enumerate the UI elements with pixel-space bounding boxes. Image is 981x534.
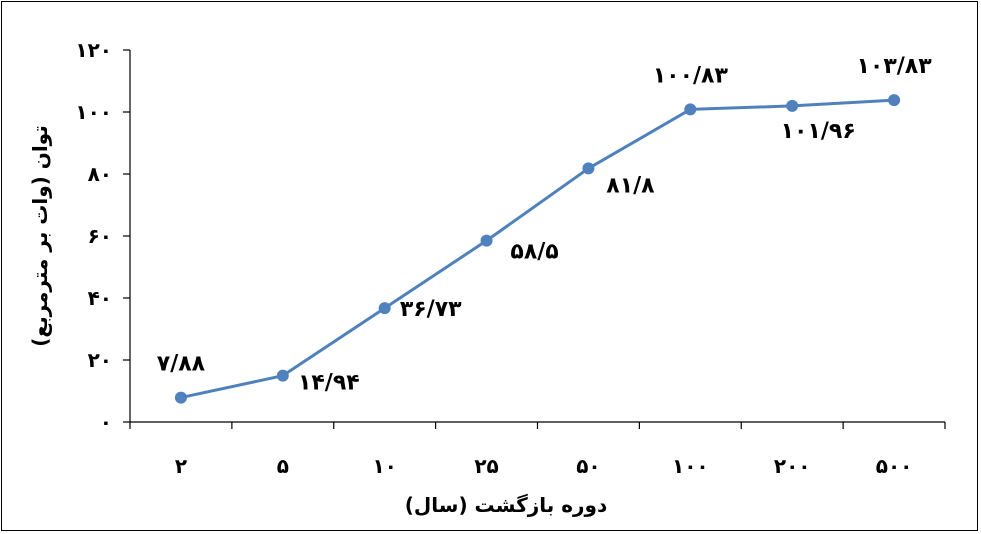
data-label: ۵۸/۵ — [510, 240, 558, 265]
x-tick-label: ۵ — [277, 454, 289, 478]
x-axis-title: دوره بازگشت (سال) — [405, 493, 607, 517]
data-label: ۱۰۰/۸۳ — [653, 63, 729, 88]
y-tick-label: ۰ — [100, 410, 112, 434]
y-tick-label: ۴۰ — [88, 286, 112, 310]
data-point — [174, 391, 187, 404]
series-line — [180, 98, 895, 400]
y-tick-label: ۱۰۰ — [75, 100, 112, 124]
data-point — [276, 369, 289, 382]
x-tick-label: ۲ — [175, 454, 187, 478]
data-point — [888, 94, 901, 107]
x-axis-ticks: ۲ ۵ ۱۰ ۲۵ ۵۰ ۱۰۰ ۲۰۰ ۵۰۰ — [129, 422, 946, 478]
x-tick-label: ۵۰ — [576, 454, 600, 478]
y-tick-label: ۲۰ — [88, 348, 112, 372]
axes — [129, 50, 945, 423]
y-tick-label: ۱۲۰ — [75, 38, 112, 62]
x-tick-label: ۵۰۰ — [876, 454, 913, 478]
y-tick-label: ۶۰ — [88, 224, 112, 248]
data-point — [480, 234, 493, 247]
data-label: ۷/۸۸ — [157, 352, 206, 377]
data-point — [378, 302, 391, 315]
data-point — [582, 162, 595, 175]
data-label: ۱۰۳/۸۳ — [856, 54, 932, 79]
x-tick-label: ۱۰۰ — [672, 454, 709, 478]
data-labels: ۷/۸۸ ۱۴/۹۴ ۳۶/۷۳ ۵۸/۵ ۸۱/۸ ۱۰۰/۸۳ ۱۰۱/۹۶ ۱۰۳/۸۳ — [157, 54, 932, 396]
data-label: ۳۶/۷۳ — [400, 297, 462, 322]
x-tick-label: ۲۵ — [474, 454, 498, 478]
y-axis-title: توان (وات بر مترمربع) — [28, 125, 52, 346]
x-tick-label: ۲۰۰ — [774, 454, 811, 478]
data-label: ۱۰۱/۹۶ — [781, 119, 856, 144]
x-tick-label: ۱۰ — [372, 454, 396, 478]
y-tick-label: ۸۰ — [88, 162, 112, 186]
y-axis-ticks: ۰ ۲۰ ۴۰ ۶۰ ۸۰ ۱۰۰ ۱۲۰ — [75, 38, 130, 434]
data-point — [786, 99, 799, 112]
series — [174, 94, 901, 404]
data-point — [684, 103, 697, 116]
data-label: ۸۱/۸ — [606, 173, 655, 198]
data-label: ۱۴/۹۴ — [298, 371, 360, 396]
